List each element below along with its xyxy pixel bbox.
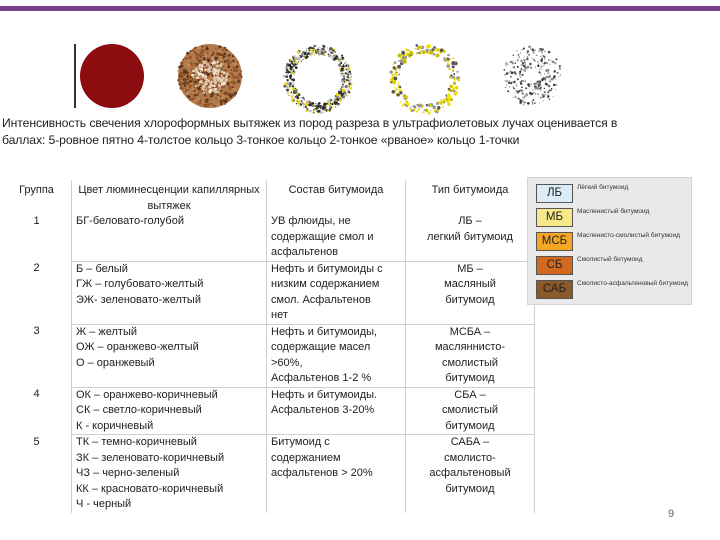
legend-swatch: МБ: [536, 208, 573, 227]
header-group: Группа: [19, 184, 54, 196]
cell-color: БГ-беловато-голубой: [71, 214, 267, 261]
legend-item: САБ Смолисто-асфальтеновый битумоид: [536, 280, 688, 299]
cell-color: ТК – темно-коричневый ЗК – зеленовато-ко…: [71, 434, 267, 513]
table-row: 3 Ж – желтый ОЖ – оранжево-желтый О – ор…: [2, 323, 535, 387]
table-header-row: Группа Цвет люминесценции капиллярных вы…: [2, 180, 535, 214]
spot-torn-ring: [389, 44, 461, 115]
table-row: 2 Б – белый ГЖ – голубовато-желтый ЭЖ- з…: [2, 260, 535, 324]
cell-group: 1: [33, 215, 40, 227]
title-bar-accent: [0, 6, 720, 11]
cell-type: МСБА – масляннисто- смолистый битумоид: [405, 323, 535, 387]
caption-line-1: Интенсивность свечения хлороформных вытя…: [2, 116, 618, 130]
legend-item: СБ Смолистый битумоид: [536, 256, 688, 275]
cell-type: ЛБ – легкий битумоид: [405, 214, 535, 261]
legend-label: Смолисто-асфальтеновый битумоид: [577, 280, 688, 287]
cell-color: Б – белый ГЖ – голубовато-желтый ЭЖ- зел…: [71, 260, 267, 324]
legend-label: Масленисто-смолистый битумоид: [577, 232, 680, 239]
cell-type: СБА – смолистый битумоид: [405, 386, 535, 435]
legend-swatch: СБ: [536, 256, 573, 275]
cell-group: 2: [33, 262, 40, 274]
legend-label: Смолистый битумоид: [577, 256, 643, 263]
header-composition: Состав битумоида: [288, 184, 384, 196]
cell-color: ОК – оранжево-коричневый СК – светло-кор…: [71, 386, 267, 435]
luminescence-spots: [80, 44, 562, 115]
legend-swatch: МСБ: [536, 232, 573, 251]
cell-type: САБА – смолисто- асфальтеновый битумоид: [405, 434, 535, 513]
spot-dots: [503, 45, 562, 106]
cell-composition: Нефть и битумоиды. Асфальтенов 3-20%: [266, 386, 406, 435]
cell-composition: Нефть и битумоиды с низким содержанием с…: [266, 260, 406, 324]
legend-label: Лёгкий битумоид: [577, 184, 629, 191]
legend-item: МСБ Масленисто-смолистый битумоид: [536, 232, 688, 251]
spot-thin-ring: [282, 44, 353, 114]
cell-composition: Битумоид с содержанием асфальтенов > 20%: [266, 434, 406, 513]
cell-composition: Нефть и битумоиды, содержащие масел >60%…: [266, 323, 406, 387]
table-row: 4 ОК – оранжево-коричневый СК – светло-к…: [2, 386, 535, 435]
legend-swatch: САБ: [536, 280, 573, 299]
legend-swatch: ЛБ: [536, 184, 573, 203]
spot-solid: [80, 44, 144, 108]
cell-color: Ж – желтый ОЖ – оранжево-желтый О – оран…: [71, 323, 267, 387]
table-row: 5 ТК – темно-коричневый ЗК – зеленовато-…: [2, 434, 535, 513]
spot-thick-ring: [177, 44, 243, 108]
legend-item: МБ Масленистый битумоид: [536, 208, 688, 227]
header-type: Тип битумоида: [405, 180, 535, 214]
page-number: 9: [668, 508, 675, 520]
legend-item: ЛБ Лёгкий битумоид: [536, 184, 688, 203]
bitumen-legend: ЛБ Лёгкий битумоид МБ Масленистый битумо…: [527, 177, 692, 305]
cell-type: МБ – масляный битумоид: [405, 260, 535, 324]
caption: Интенсивность свечения хлороформных вытя…: [2, 115, 718, 149]
caption-line-2: баллах: 5-ровное пятно 4-толстое кольцо …: [2, 133, 520, 147]
divider-line: [74, 44, 76, 108]
cell-group: 3: [33, 325, 40, 337]
bitumen-table: Группа Цвет люминесценции капиллярных вы…: [2, 180, 535, 513]
cell-composition: УВ флюиды, не содержащие смол и асфальте…: [271, 215, 374, 258]
legend-label: Масленистый битумоид: [577, 208, 650, 215]
cell-group: 5: [33, 435, 40, 448]
table-row: 1 БГ-беловато-голубой УВ флюиды, не соде…: [2, 214, 535, 261]
header-color: Цвет люминесценции капиллярных вытяжек: [71, 180, 267, 214]
cell-group: 4: [33, 388, 40, 400]
